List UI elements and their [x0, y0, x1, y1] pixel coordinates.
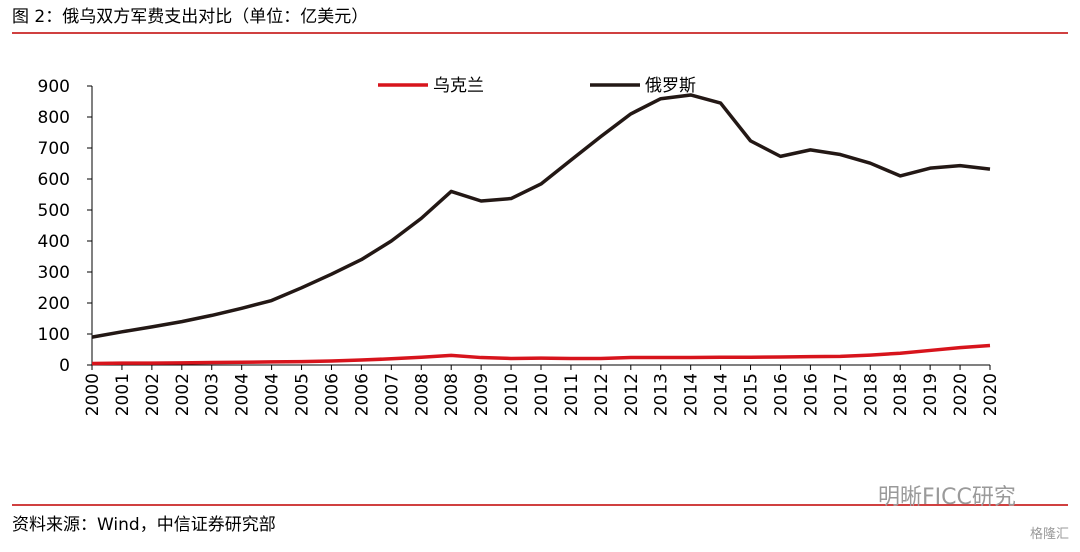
watermark-small: 格隆汇	[1030, 526, 1069, 542]
x-tick-label: 2002	[173, 373, 193, 416]
watermark: 明晰FICC研究	[878, 485, 1016, 510]
x-tick-label: 2006	[352, 373, 372, 416]
x-tick-label: 2003	[203, 373, 223, 416]
x-tick-label: 2001	[113, 373, 133, 416]
x-tick-label: 2014	[682, 373, 702, 416]
y-tick-label: 400	[38, 232, 70, 252]
x-tick-label: 2016	[771, 373, 791, 416]
x-tick-label: 2004	[233, 373, 253, 416]
source-note: 资料来源：Wind，中信证券研究部	[12, 515, 276, 535]
y-tick-label: 300	[38, 263, 70, 283]
x-tick-label: 2017	[831, 373, 851, 416]
x-tick-label: 2000	[83, 373, 103, 416]
x-tick-label: 2019	[921, 373, 941, 416]
y-tick-label: 600	[38, 170, 70, 190]
y-tick-label: 700	[38, 139, 70, 159]
y-tick-label: 0	[59, 356, 70, 376]
x-tick-label: 2009	[472, 373, 492, 416]
x-tick-label: 2010	[502, 373, 522, 416]
legend-label: 乌克兰	[433, 76, 484, 96]
x-tick-label: 2020	[951, 373, 971, 416]
y-tick-label: 800	[38, 108, 70, 128]
y-tick-label: 100	[38, 325, 70, 345]
x-tick-label: 2018	[891, 373, 911, 416]
x-tick-label: 2013	[652, 373, 672, 416]
x-tick-label: 2011	[562, 373, 582, 416]
x-tick-label: 2006	[322, 373, 342, 416]
x-tick-label: 2012	[622, 373, 642, 416]
chart-title: 图 2：俄乌双方军费支出对比（单位：亿美元）	[12, 7, 368, 27]
x-tick-label: 2016	[801, 373, 821, 416]
x-tick-label: 2004	[263, 373, 283, 416]
x-tick-label: 2015	[742, 373, 762, 416]
x-tick-label: 2012	[592, 373, 612, 416]
x-tick-label: 2008	[442, 373, 462, 416]
y-tick-label: 900	[38, 77, 70, 97]
x-tick-label: 2002	[143, 373, 163, 416]
legend-label: 俄罗斯	[645, 76, 696, 96]
x-tick-label: 2007	[382, 373, 402, 416]
y-tick-label: 500	[38, 201, 70, 221]
series-line	[91, 93, 991, 339]
series-line	[91, 343, 991, 366]
y-tick-label: 200	[38, 294, 70, 314]
x-tick-label: 2020	[981, 373, 1001, 416]
x-tick-label: 2008	[412, 373, 432, 416]
x-tick-label: 2014	[712, 373, 732, 416]
x-tick-label: 2018	[861, 373, 881, 416]
x-tick-label: 2010	[532, 373, 552, 416]
x-tick-label: 2005	[293, 373, 313, 416]
